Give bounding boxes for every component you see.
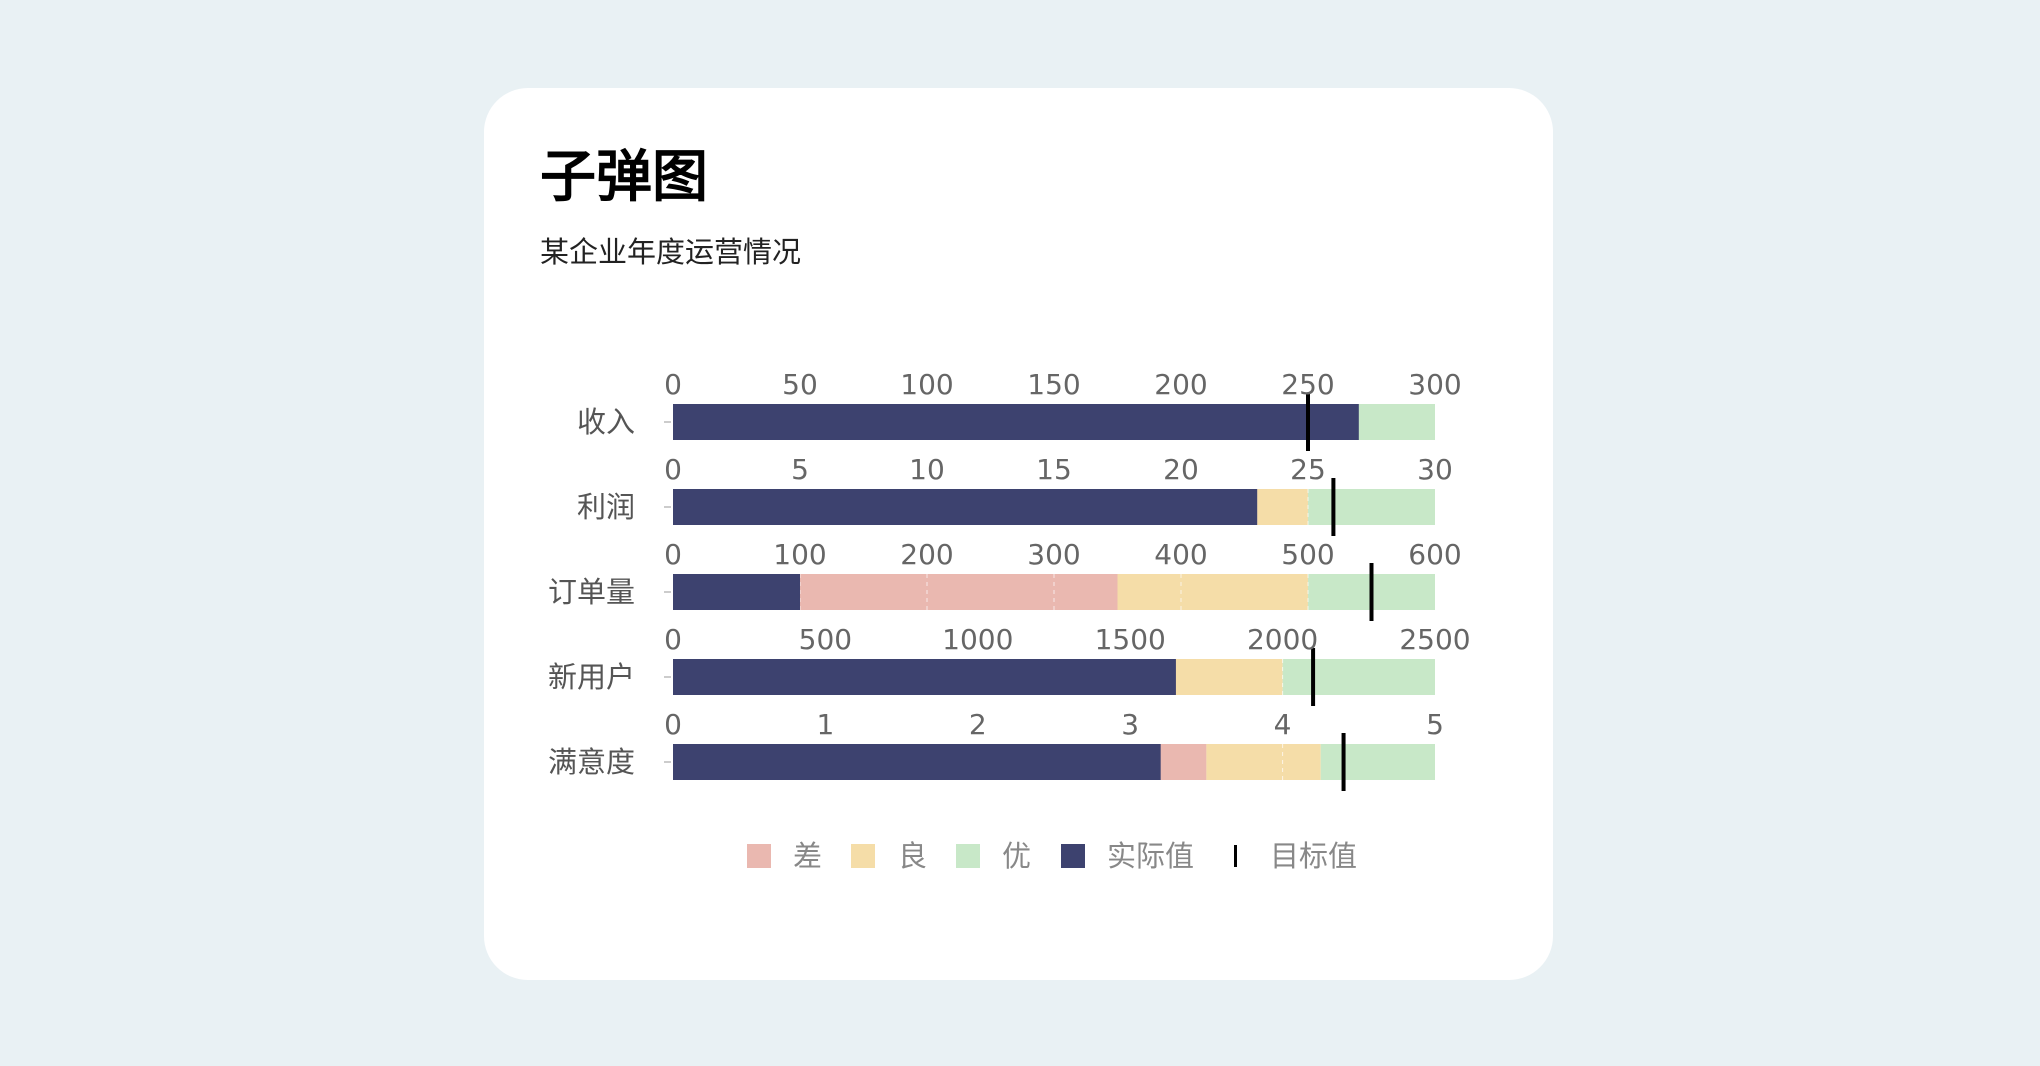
tick-label: 3 (1121, 708, 1139, 741)
legend-label: 差 (793, 839, 822, 873)
range-band-good (1257, 489, 1308, 525)
tick-label: 5 (1426, 708, 1444, 741)
tick-label: 2 (969, 708, 987, 741)
tick-label: 50 (782, 368, 818, 401)
tick-label: 10 (909, 453, 945, 486)
tick-label: 200 (1154, 368, 1207, 401)
tick-label: 15 (1036, 453, 1072, 486)
tick-label: 250 (1281, 368, 1334, 401)
actual-bar (673, 659, 1176, 695)
legend-swatch-excellent (956, 844, 980, 868)
actual-bar (673, 404, 1359, 440)
legend-label: 目标值 (1270, 839, 1357, 873)
tick-label: 200 (900, 538, 953, 571)
range-band-good (1160, 659, 1283, 695)
tick-label: 2000 (1247, 623, 1318, 656)
tick-label: 500 (799, 623, 852, 656)
range-band-good (1117, 574, 1308, 610)
category-label: 订单量 (548, 575, 635, 609)
tick-label: 30 (1417, 453, 1453, 486)
chart-card: 子弹图 某企业年度运营情况 (484, 88, 1553, 980)
legend-target-symbol (1234, 845, 1237, 867)
range-band-excellent (1282, 659, 1435, 695)
tick-label: 20 (1163, 453, 1199, 486)
tick-label: 300 (1027, 538, 1080, 571)
tick-label: 400 (1154, 538, 1207, 571)
tick-label: 25 (1290, 453, 1326, 486)
target-marker (1311, 648, 1316, 706)
tick-label: 2500 (1399, 623, 1470, 656)
range-band-excellent (1320, 744, 1435, 780)
tick-label: 1000 (942, 623, 1013, 656)
tick-label: 1 (816, 708, 834, 741)
category-label: 收入 (577, 405, 635, 439)
tick-label: 300 (1408, 368, 1461, 401)
actual-bar (673, 744, 1161, 780)
category-label: 利润 (577, 490, 635, 524)
actual-bar (673, 574, 800, 610)
tick-label: 100 (773, 538, 826, 571)
chart-title: 子弹图 (540, 145, 708, 210)
tick-label: 5 (791, 453, 809, 486)
legend-label: 实际值 (1107, 839, 1194, 873)
tick-label: 0 (664, 453, 682, 486)
actual-bar (673, 489, 1258, 525)
tick-label: 150 (1027, 368, 1080, 401)
target-marker (1331, 478, 1336, 536)
target-marker (1369, 563, 1374, 621)
chart-subtitle: 某企业年度运营情况 (540, 235, 802, 269)
category-label: 满意度 (548, 745, 635, 779)
tick-label: 600 (1408, 538, 1461, 571)
legend-label: 良 (898, 839, 927, 873)
tick-label: 0 (664, 708, 682, 741)
tick-label: 0 (664, 368, 682, 401)
legend-swatch-good (851, 844, 875, 868)
target-marker (1306, 393, 1310, 451)
tick-label: 500 (1281, 538, 1334, 571)
tick-label: 1500 (1095, 623, 1166, 656)
range-band-good (1206, 744, 1321, 780)
category-label: 新用户 (548, 660, 635, 694)
tick-label: 100 (900, 368, 953, 401)
tick-label: 0 (664, 623, 682, 656)
target-marker (1341, 733, 1346, 791)
legend-swatch-poor (747, 844, 771, 868)
range-band-excellent (1308, 489, 1435, 525)
tick-label: 0 (664, 538, 682, 571)
legend-label: 优 (1002, 839, 1031, 873)
tick-label: 4 (1274, 708, 1292, 741)
legend-swatch-actual (1061, 844, 1085, 868)
